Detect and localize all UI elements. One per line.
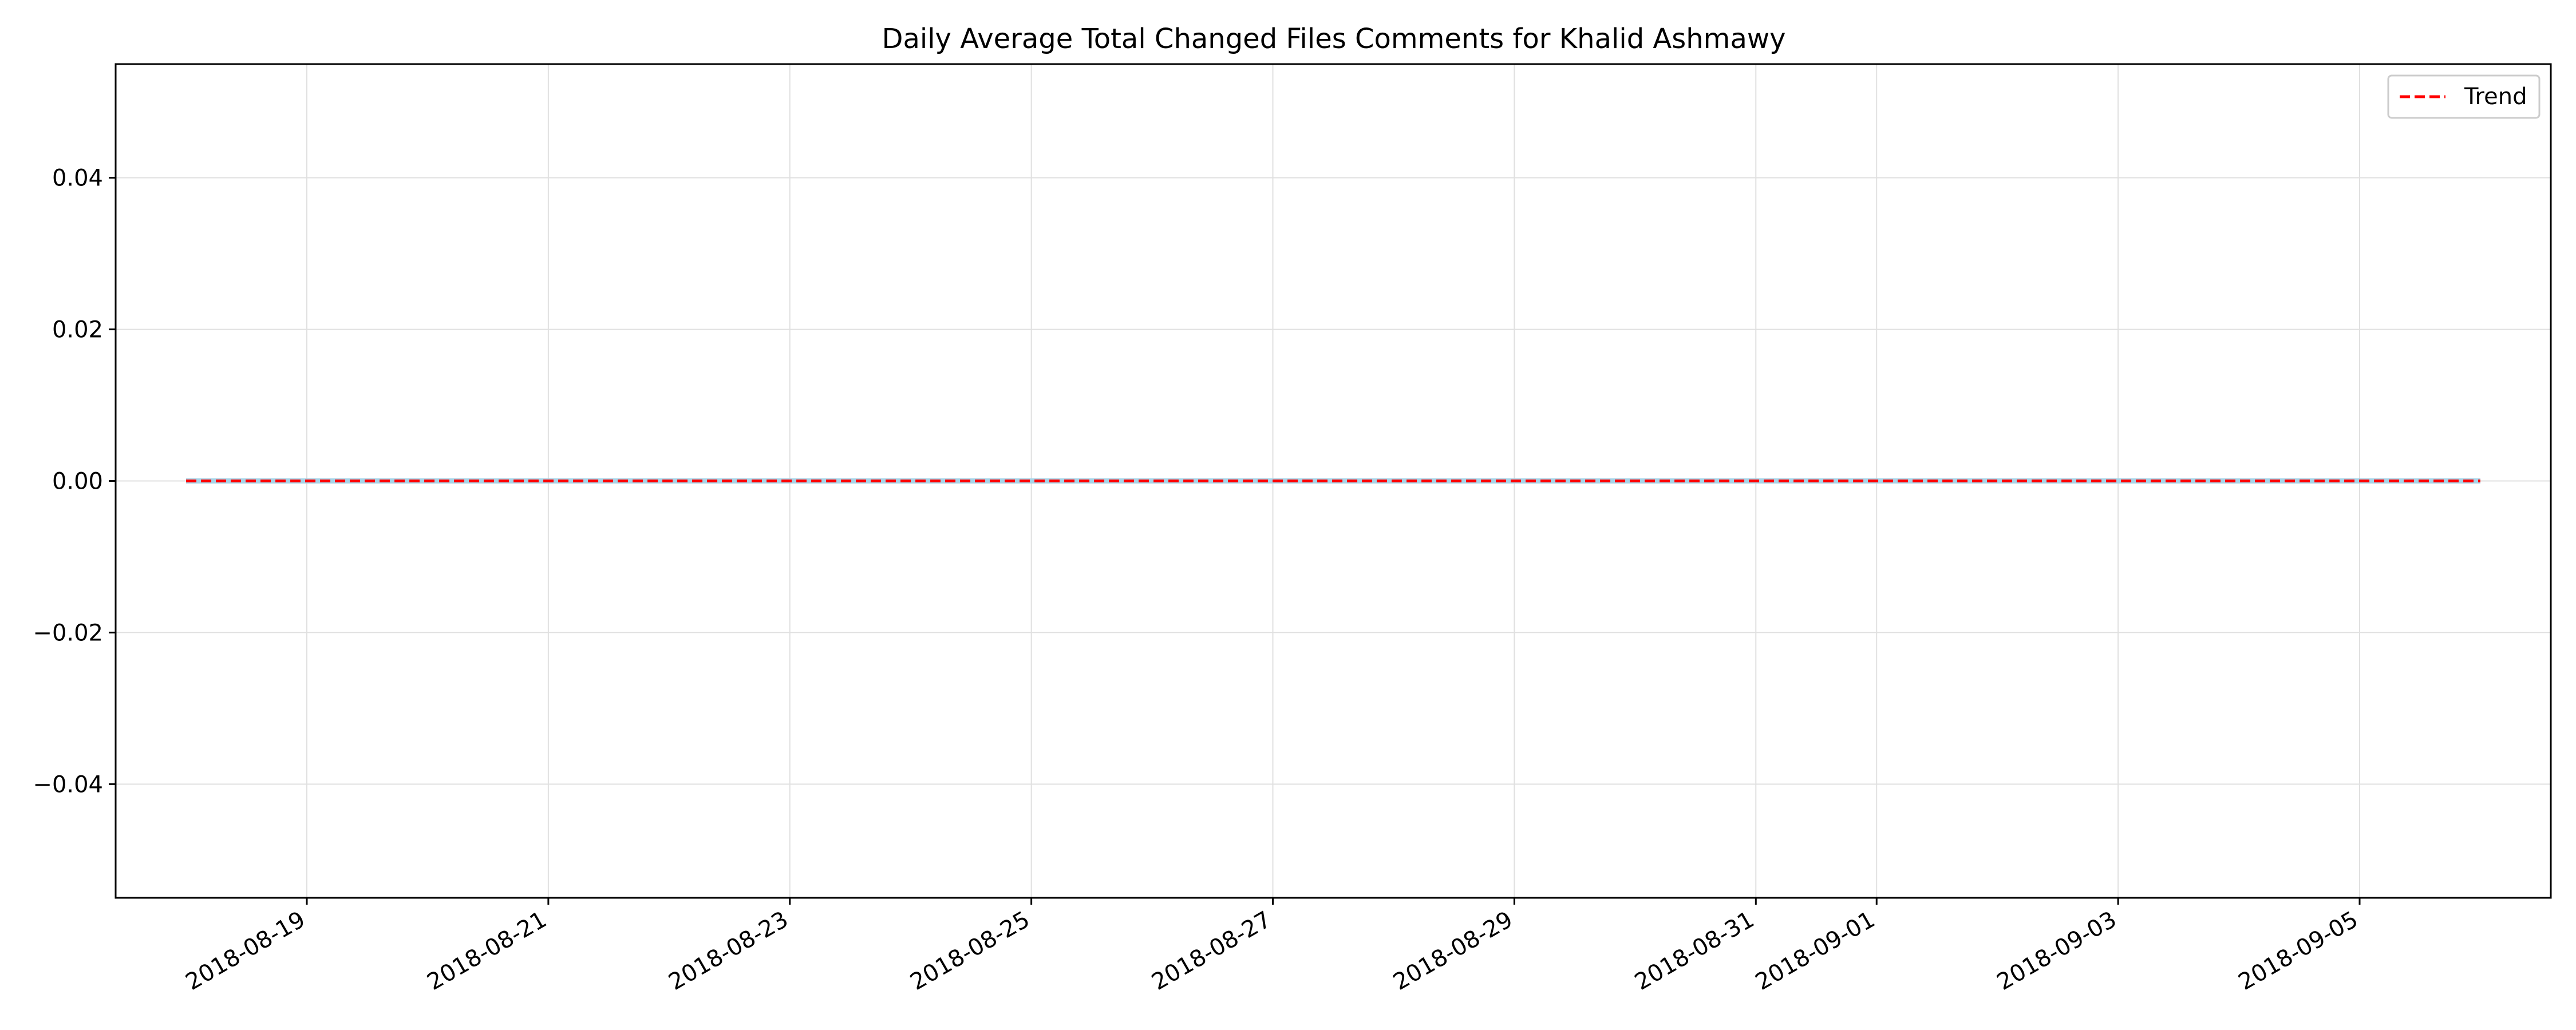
x-tick-label: 2018-08-21 <box>423 906 551 996</box>
y-tick-label: −0.04 <box>33 771 103 798</box>
x-tick-label: 2018-08-29 <box>1389 906 1517 996</box>
x-tick-label: 2018-09-05 <box>2234 906 2362 996</box>
legend: Trend <box>2387 74 2541 119</box>
x-axis: 2018-08-19 2018-08-21 2018-08-23 2018-08-25… <box>181 898 2362 996</box>
x-tick-label: 2018-08-19 <box>181 906 310 996</box>
y-tick-label: 0.04 <box>52 165 103 192</box>
y-tick-label: 0.02 <box>52 317 103 343</box>
legend-box <box>2387 74 2541 119</box>
x-tick-label: 2018-09-03 <box>1993 906 2121 996</box>
x-tick-label: 2018-08-25 <box>906 906 1034 996</box>
y-tick-label: −0.02 <box>33 620 103 646</box>
y-tick-label: 0.00 <box>52 469 103 495</box>
x-tick-label: 2018-08-23 <box>664 906 792 996</box>
x-tick-label: 2018-09-01 <box>1751 906 1879 996</box>
chart-title: Daily Average Total Changed Files Commen… <box>882 23 1785 55</box>
x-tick-label: 2018-08-31 <box>1630 906 1759 996</box>
legend-trend-label: Trend <box>2464 84 2527 110</box>
x-tick-label: 2018-08-27 <box>1147 906 1275 996</box>
y-axis: −0.04 −0.02 0.00 0.02 0.04 <box>33 165 116 798</box>
